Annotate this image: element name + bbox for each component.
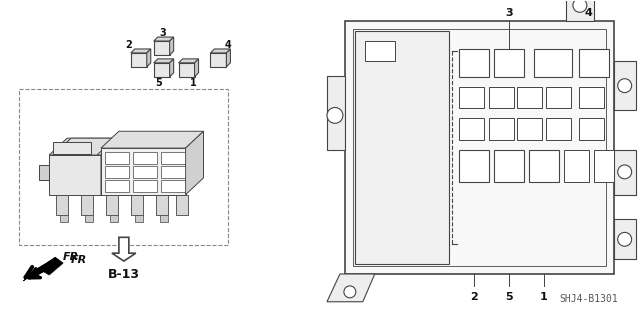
Text: FR: FR <box>71 255 87 265</box>
Circle shape <box>573 0 587 12</box>
Circle shape <box>344 286 356 298</box>
Polygon shape <box>131 195 143 214</box>
Text: 3: 3 <box>159 28 166 38</box>
Text: B-13: B-13 <box>108 269 140 281</box>
Polygon shape <box>327 274 375 302</box>
Circle shape <box>618 79 632 93</box>
Bar <box>460 118 484 140</box>
Bar <box>133 166 157 178</box>
Polygon shape <box>211 49 230 53</box>
Bar <box>564 150 589 182</box>
Polygon shape <box>49 155 101 195</box>
Polygon shape <box>614 150 636 195</box>
Bar <box>161 180 184 192</box>
Polygon shape <box>186 131 204 195</box>
Bar <box>517 87 542 108</box>
Text: 1: 1 <box>540 292 548 302</box>
Bar <box>353 29 605 266</box>
Polygon shape <box>211 53 227 67</box>
Bar <box>60 214 68 222</box>
Bar <box>534 49 572 77</box>
Polygon shape <box>170 37 173 55</box>
Text: 5: 5 <box>156 78 162 88</box>
Text: 3: 3 <box>506 8 513 18</box>
Polygon shape <box>614 61 636 110</box>
Bar <box>579 118 604 140</box>
Text: FR: FR <box>63 252 79 262</box>
Polygon shape <box>81 195 93 214</box>
Bar <box>460 49 489 77</box>
Bar <box>579 87 604 108</box>
Bar <box>19 89 228 245</box>
Text: SHJ4-B1301: SHJ4-B1301 <box>559 294 618 304</box>
Bar <box>133 152 157 164</box>
Polygon shape <box>147 49 151 67</box>
Polygon shape <box>101 138 119 195</box>
Text: 5: 5 <box>506 292 513 302</box>
Text: 2: 2 <box>125 40 132 50</box>
Polygon shape <box>23 257 63 281</box>
Polygon shape <box>49 138 119 155</box>
Bar <box>161 152 184 164</box>
Polygon shape <box>327 76 345 150</box>
Bar <box>517 118 542 140</box>
Polygon shape <box>106 195 118 214</box>
Polygon shape <box>179 63 195 77</box>
Bar <box>161 166 184 178</box>
Bar <box>85 214 93 222</box>
Bar <box>460 87 484 108</box>
Text: 2: 2 <box>470 292 478 302</box>
Polygon shape <box>614 219 636 259</box>
Polygon shape <box>170 59 173 77</box>
Bar <box>355 31 449 264</box>
Polygon shape <box>566 0 594 21</box>
Circle shape <box>327 108 343 123</box>
Bar <box>494 150 524 182</box>
Polygon shape <box>154 63 170 77</box>
Bar <box>105 152 129 164</box>
Polygon shape <box>101 148 186 195</box>
Polygon shape <box>227 49 230 67</box>
Bar <box>365 41 395 61</box>
Bar <box>160 214 168 222</box>
Bar <box>105 180 129 192</box>
Text: 4: 4 <box>585 8 593 18</box>
Bar <box>546 118 571 140</box>
Bar <box>489 118 514 140</box>
Bar <box>133 180 157 192</box>
Bar <box>460 150 489 182</box>
Bar <box>494 49 524 77</box>
Polygon shape <box>156 195 168 214</box>
Bar <box>489 87 514 108</box>
Polygon shape <box>53 138 115 155</box>
Circle shape <box>618 165 632 179</box>
Polygon shape <box>195 59 198 77</box>
Bar <box>345 21 614 274</box>
Polygon shape <box>154 37 173 41</box>
Polygon shape <box>112 237 136 261</box>
Polygon shape <box>154 41 170 55</box>
Polygon shape <box>56 195 68 214</box>
Bar <box>135 214 143 222</box>
Polygon shape <box>131 49 151 53</box>
Polygon shape <box>131 53 147 67</box>
Bar <box>529 150 559 182</box>
Polygon shape <box>101 131 204 148</box>
Bar <box>110 214 118 222</box>
Text: 1: 1 <box>190 78 197 88</box>
Bar <box>546 87 571 108</box>
Polygon shape <box>154 59 173 63</box>
Polygon shape <box>179 59 198 63</box>
Bar <box>594 150 614 182</box>
Bar <box>105 166 129 178</box>
Circle shape <box>618 232 632 246</box>
Text: 4: 4 <box>225 40 232 50</box>
Bar <box>579 49 609 77</box>
Bar <box>53 142 91 154</box>
Polygon shape <box>39 165 49 180</box>
Polygon shape <box>175 195 188 214</box>
